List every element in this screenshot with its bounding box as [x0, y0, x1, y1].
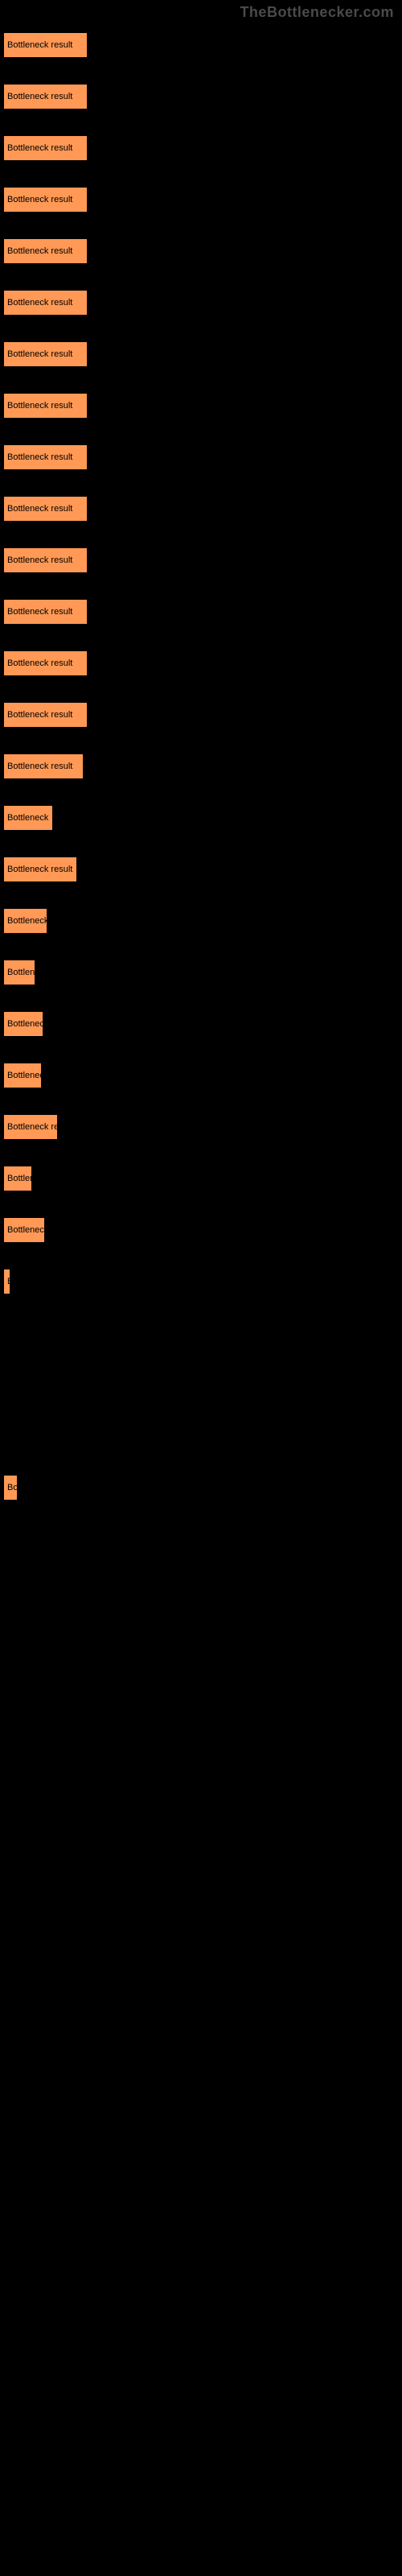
bar-row: Bottleneck result — [3, 857, 402, 882]
bar: Bottleneck — [3, 1475, 18, 1501]
bar: Bottleneck result — [3, 444, 88, 470]
bar-row: B — [3, 1269, 402, 1294]
bar-row: Bottleneck result — [3, 547, 402, 573]
bar-row: Bottleneck result — [3, 135, 402, 161]
bar: Bottleneck result — [3, 547, 88, 573]
bar-row: Bottleneck result — [3, 187, 402, 213]
bar: Bottleneck — [3, 1217, 45, 1243]
bar: Bottleneck result — [3, 84, 88, 109]
bar: Bottleneck result — [3, 393, 88, 419]
bar: Bottleneck — [3, 960, 35, 985]
bar-row: Bottleneck result — [3, 341, 402, 367]
bar-row: Bottleneck — [3, 805, 402, 831]
bar-row: Bottleneck result — [3, 702, 402, 728]
bar-row: Bottleneck — [3, 1475, 402, 1501]
bar-row: Bottleneck — [3, 1217, 402, 1243]
bar-row: Bottleneck result — [3, 1114, 402, 1140]
bar: Bottleneck — [3, 805, 53, 831]
bar-row: Bottleneck result — [3, 753, 402, 779]
bar-row — [3, 1320, 402, 1346]
bar: Bottleneck result — [3, 599, 88, 625]
bar: Bottleneck result — [3, 496, 88, 522]
bar-row — [3, 1372, 402, 1397]
bar: Bottleneck result — [3, 650, 88, 676]
bar: Bottleneck result — [3, 702, 88, 728]
bar-chart: Bottleneck result Bottleneck result Bottle… — [0, 0, 402, 1501]
bar-row: Bottleneck result — [3, 393, 402, 419]
bar-row: Bottleneck result — [3, 496, 402, 522]
bar: Bottleneck — [3, 908, 47, 934]
bar-row — [3, 1423, 402, 1449]
bar: B — [3, 1269, 10, 1294]
watermark-text: TheBottlenecker.com — [240, 4, 394, 21]
bar-row: Bottleneck result — [3, 290, 402, 316]
bar: Bottleneck result — [3, 753, 84, 779]
bar-row: Bottleneck — [3, 1166, 402, 1191]
bar: Bottleneck result — [3, 187, 88, 213]
bar: Bottleneck — [3, 1063, 42, 1088]
bar: Bottleneck result — [3, 32, 88, 58]
bar: Bottleneck result — [3, 857, 77, 882]
bar-row: Bottleneck — [3, 1063, 402, 1088]
bar-row: Bottleneck result — [3, 84, 402, 109]
bar-row: Bottleneck — [3, 1011, 402, 1037]
bar: Bottleneck result — [3, 135, 88, 161]
bar: Bottleneck result — [3, 290, 88, 316]
bar-row: Bottleneck — [3, 960, 402, 985]
bar: Bottleneck result — [3, 1114, 58, 1140]
bar-row: Bottleneck result — [3, 238, 402, 264]
bar-row: Bottleneck result — [3, 32, 402, 58]
bar: Bottleneck result — [3, 341, 88, 367]
bar-row: Bottleneck result — [3, 444, 402, 470]
bar: Bottleneck — [3, 1011, 43, 1037]
bar-row: Bottleneck — [3, 908, 402, 934]
bar: Bottleneck result — [3, 238, 88, 264]
bar-row: Bottleneck result — [3, 650, 402, 676]
bar: Bottleneck — [3, 1166, 32, 1191]
bar-row: Bottleneck result — [3, 599, 402, 625]
